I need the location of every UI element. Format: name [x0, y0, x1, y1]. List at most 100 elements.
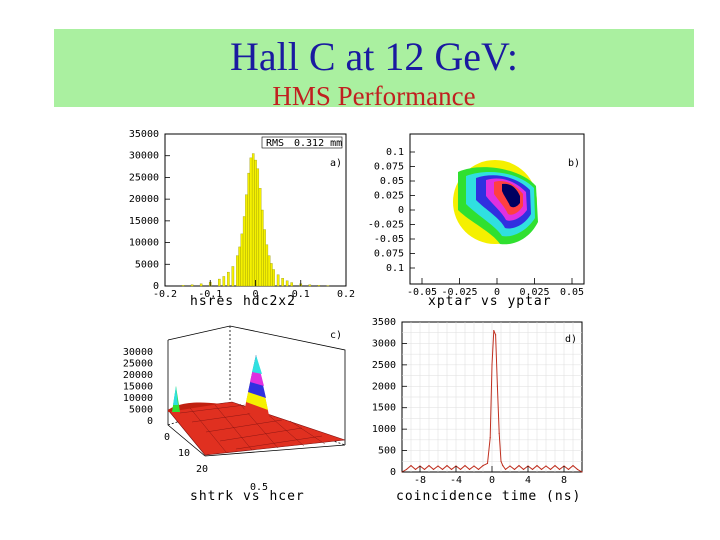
y-tick-label: 10000 [129, 238, 159, 249]
data-point [495, 334, 497, 336]
data-point [504, 468, 507, 471]
z-tick-label: 0 [147, 416, 153, 427]
histogram-bar [218, 278, 221, 287]
data-point [493, 329, 495, 332]
panel-c-title: shtrk vs hcer [190, 489, 305, 504]
data-point [554, 464, 556, 467]
panel-a-stats-value: 0.312 mm [294, 138, 342, 149]
y-tick-label: 1000 [372, 424, 396, 435]
histogram-bar [281, 278, 284, 287]
histogram-bar [236, 255, 239, 287]
histogram-bar [308, 284, 312, 287]
x-tick-label: 0 [494, 287, 500, 298]
y-tick-label: 0.075 [374, 162, 404, 173]
z-tick-label: 30000 [123, 347, 153, 358]
data-point [496, 385, 498, 387]
data-point [498, 432, 500, 435]
data-point [502, 464, 504, 467]
data-point [450, 468, 453, 471]
z-tick-label: 5000 [129, 405, 153, 416]
histogram-bar [238, 246, 241, 287]
z-tick-label: 15000 [123, 382, 153, 393]
y-tick-label: 3500 [372, 317, 396, 328]
data-point [513, 468, 516, 471]
data-point [428, 464, 430, 467]
x-tick-label: 0 [252, 289, 258, 300]
data-point [432, 468, 435, 471]
y-tick-label: 2500 [372, 360, 396, 371]
panel-d-series [401, 330, 583, 473]
data-point [540, 468, 543, 471]
y-tick-label: -0.05 [374, 234, 404, 245]
x-tick-label: 0.2 [337, 289, 355, 300]
data-point [509, 465, 511, 467]
panel-a: 0 5000 10000 15000 20000 25000 30000 35000 -0.2… [129, 129, 355, 309]
y-tick-label: 0.1 [386, 147, 404, 158]
panel-c-mesh [179, 403, 326, 453]
x-tick-label: -0.05 [407, 287, 437, 298]
panel-c-ridge [168, 402, 232, 412]
y-tick-label: 35000 [129, 129, 159, 140]
panel-b-label: b) [568, 158, 580, 169]
x-tick-label: 0.05 [560, 287, 584, 298]
data-point [536, 464, 538, 467]
z-tick-label: 20000 [123, 370, 153, 381]
z-tick-label: 10000 [123, 393, 153, 404]
data-point [477, 468, 480, 471]
x-tick-label: 0.1 [292, 289, 310, 300]
histogram-bar [263, 229, 266, 287]
data-point [522, 468, 525, 471]
panel-a-y-ticks: 0 5000 10000 15000 20000 25000 30000 35000 [129, 129, 170, 292]
panel-c-label: c) [330, 330, 342, 341]
histogram-bar [254, 159, 257, 287]
y-tick-label: 500 [378, 446, 396, 457]
data-point [459, 468, 462, 471]
slide-title: Hall C at 12 GeV: [229, 34, 519, 79]
histogram-bar [242, 216, 246, 287]
histogram-bar [199, 283, 203, 287]
data-point [473, 465, 475, 467]
data-point [405, 468, 408, 471]
y-tick-label: -0.025 [368, 220, 404, 231]
panel-a-x-ticks: -0.2 -0.1 0 0.1 0.2 [153, 280, 355, 300]
histogram-bar [256, 168, 260, 287]
data-point [549, 468, 552, 471]
histogram-bar [270, 263, 273, 287]
histogram-bar [231, 266, 235, 287]
histogram-bar [261, 209, 264, 287]
y-tick-label: 0 [398, 205, 404, 216]
data-point [437, 465, 439, 467]
data-point [446, 464, 448, 467]
histogram-bar [251, 153, 255, 287]
data-point [491, 364, 493, 366]
y-tick-label: 0 [390, 467, 396, 478]
x-tick-label: -0.025 [441, 287, 477, 298]
slide-subtitle: HMS Performance [272, 81, 476, 111]
panel-c-tall-peak [244, 355, 270, 420]
panel-d-y-ticks: 0 500 1000 1500 2000 2500 3000 3500 [372, 317, 407, 478]
y-tick-label: 5000 [135, 259, 159, 270]
y-tick-label: 0.1 [386, 263, 404, 274]
data-point [489, 437, 491, 439]
title-banner: Hall C at 12 GeV: HMS Performance [54, 29, 694, 111]
data-point [572, 464, 574, 467]
y-tick-label: 0 [153, 281, 159, 292]
panel-d-label: d) [565, 334, 577, 345]
y-tick-label: 30000 [129, 151, 159, 162]
data-point [414, 468, 417, 471]
panel-b-title: xptar vs yptar [428, 294, 552, 309]
panel-c-y-tick-1: 10 [178, 448, 190, 459]
x-tick-label: -4 [450, 475, 462, 486]
y-tick-label: 15000 [129, 216, 159, 227]
histogram-bar [240, 233, 244, 287]
data-point [486, 462, 489, 465]
y-tick-label: 25000 [129, 172, 159, 183]
data-point [558, 468, 561, 471]
x-tick-label: -0.2 [153, 289, 177, 300]
y-tick-label: 0.025 [374, 191, 404, 202]
panel-d-grid [402, 322, 582, 472]
